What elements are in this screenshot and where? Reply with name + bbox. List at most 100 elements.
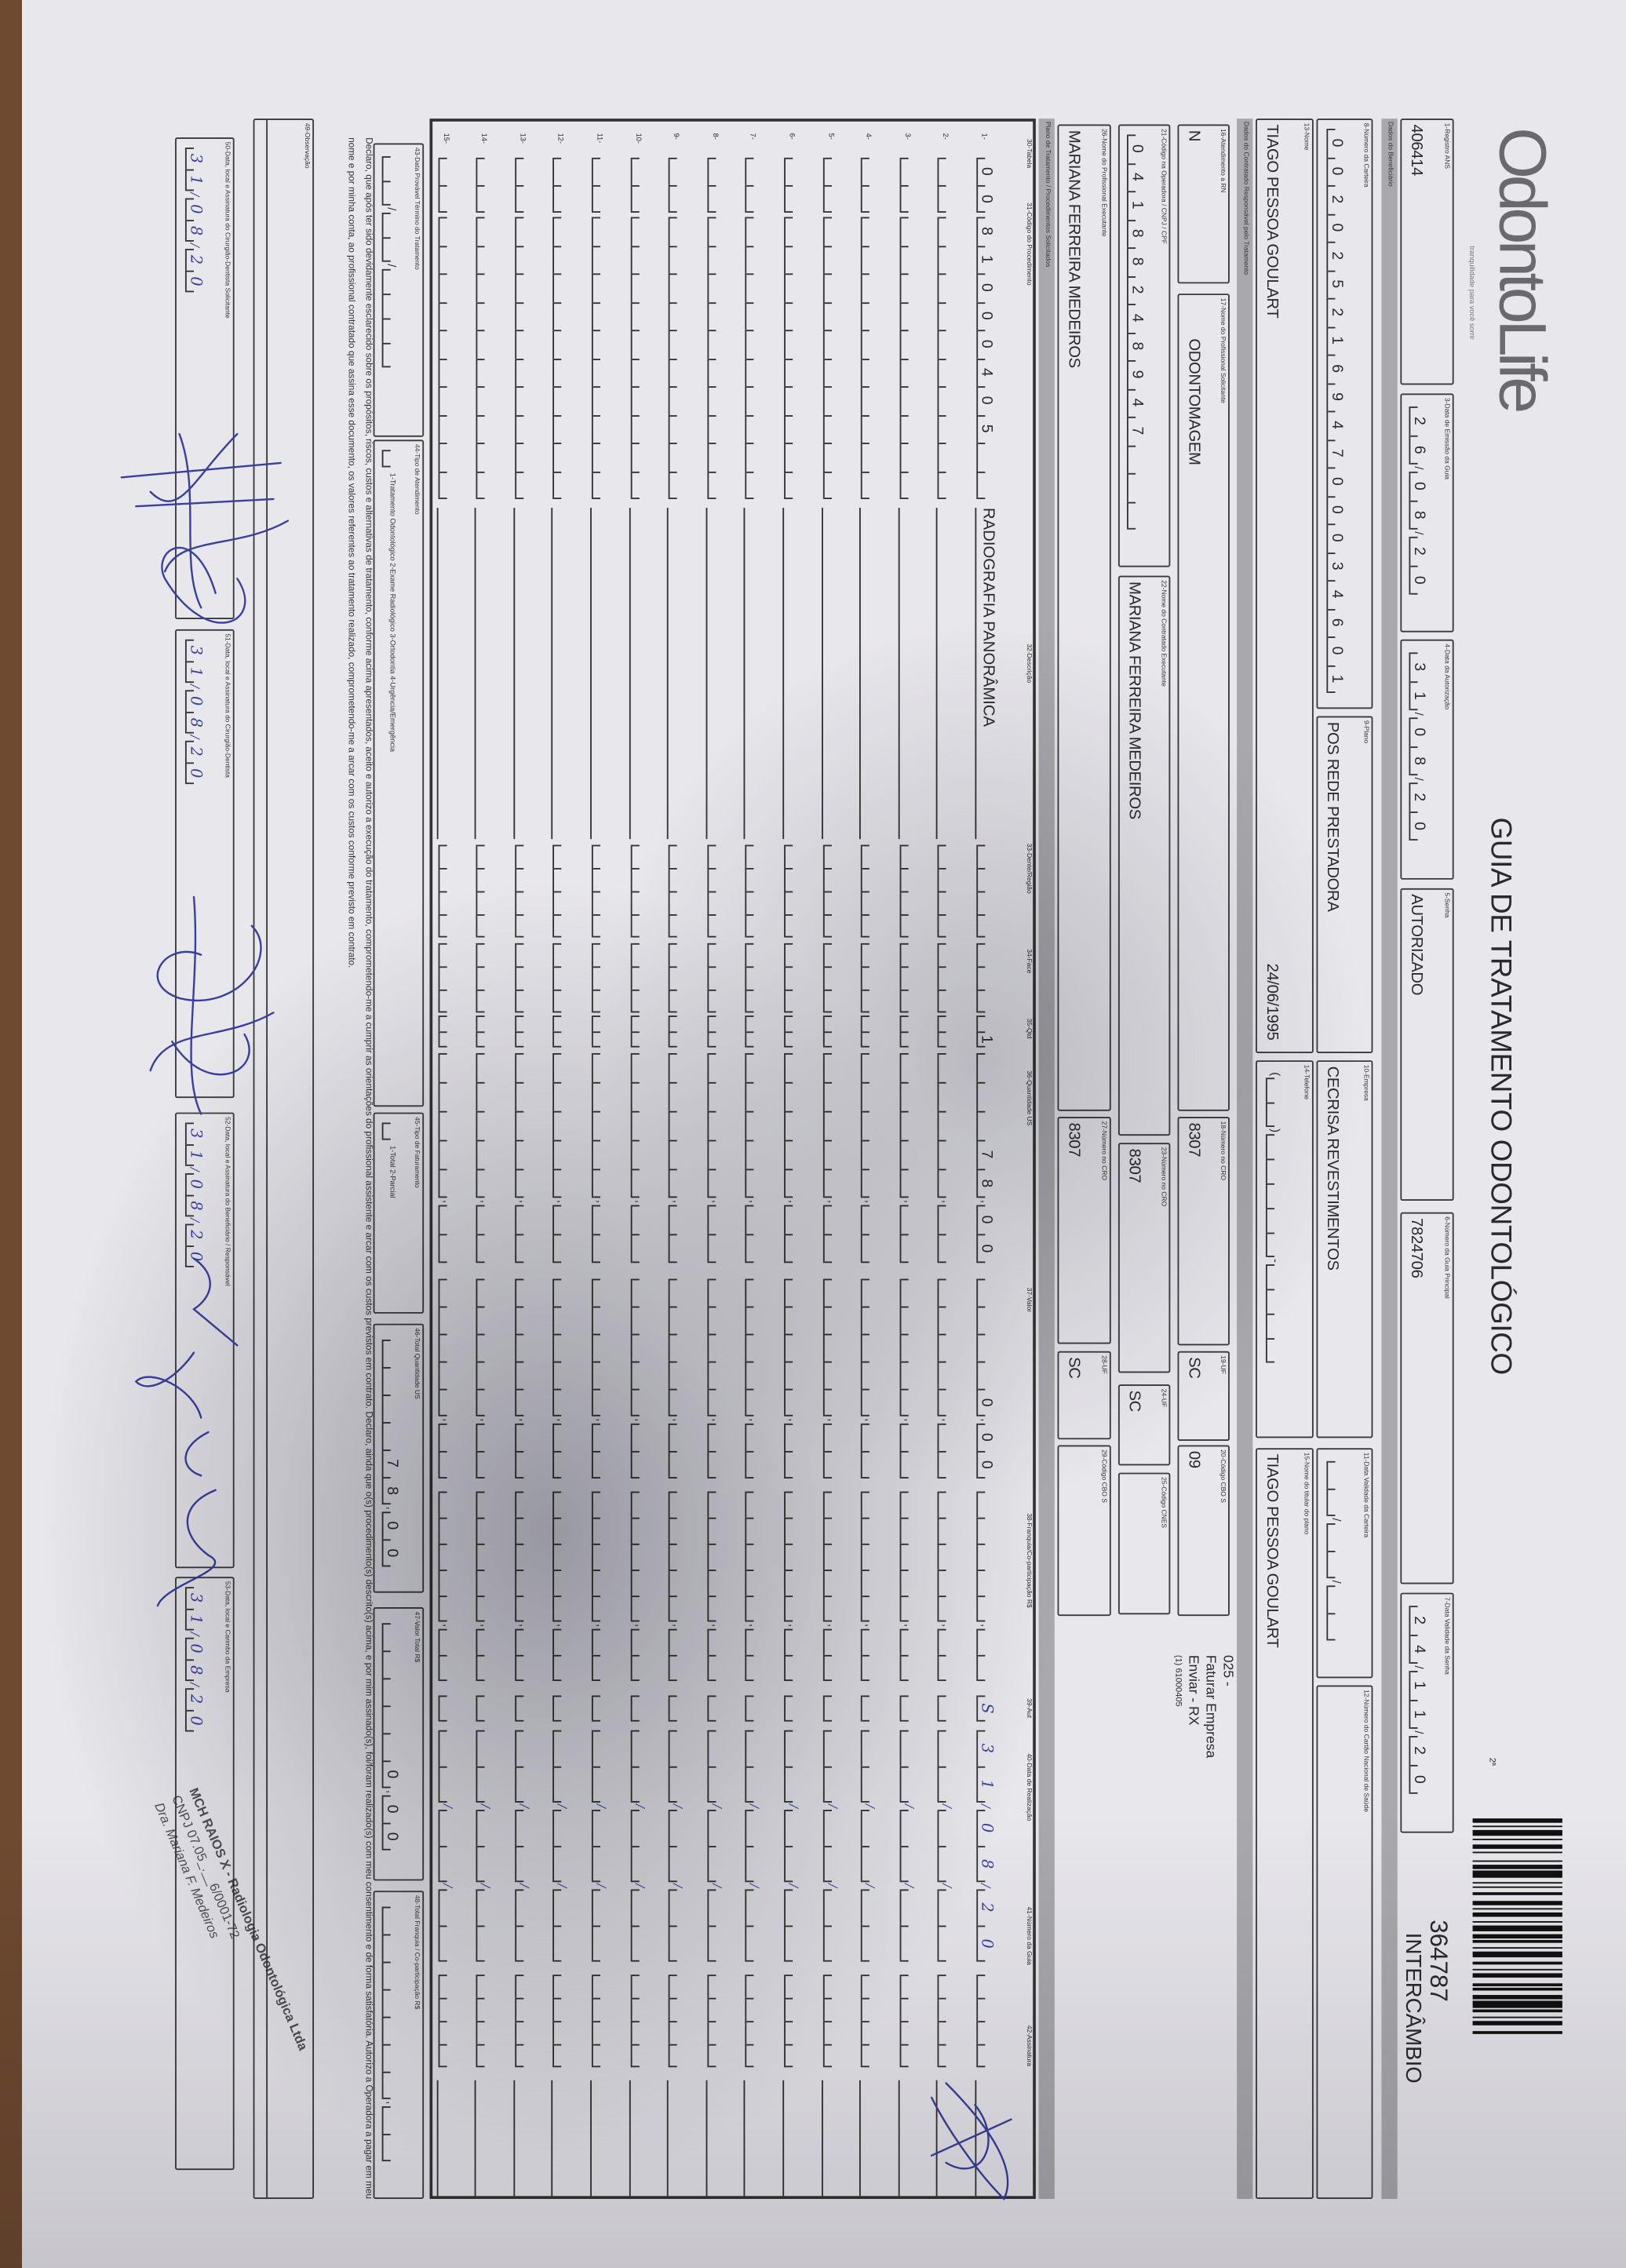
field-cro-contratado[interactable]: 23-Número no CRO 8307 bbox=[1117, 1143, 1171, 1373]
cell-assinatura[interactable] bbox=[629, 2080, 651, 2197]
cell-face[interactable] bbox=[630, 943, 649, 1013]
procedure-row[interactable]: 3-,,, / / bbox=[898, 0, 921, 2268]
procedure-row[interactable]: 4-,,, / / bbox=[859, 0, 882, 2268]
cell-data-realizacao[interactable]: / / bbox=[861, 1730, 880, 1962]
cell-tabela[interactable] bbox=[746, 157, 765, 213]
cell-valor[interactable]: , bbox=[861, 1278, 880, 1479]
cell-valor[interactable]: , bbox=[437, 1278, 457, 1479]
signature-box-dentist[interactable]: 51-Data, local e Assinatura do Cirurgião… bbox=[175, 629, 235, 1099]
cell-aut[interactable] bbox=[707, 1695, 727, 1722]
cell-data-realizacao[interactable]: 3 1/0 8/2 0 bbox=[976, 1730, 996, 1962]
cell-aut[interactable] bbox=[630, 1695, 649, 1722]
field-data-autorizacao[interactable]: 4-Data da Autorização 3 1/0 8/2 0 bbox=[1400, 639, 1454, 880]
field-cns[interactable]: 12-Número do Cartão Nacional de Saúde bbox=[1316, 1685, 1373, 2199]
field-registro-ans[interactable]: 1-Registro ANS 406414 bbox=[1400, 119, 1454, 385]
cell-numero-guia[interactable] bbox=[938, 1974, 957, 2068]
cell-data-realizacao[interactable]: / / bbox=[552, 1730, 572, 1962]
cell-assinatura[interactable] bbox=[936, 2080, 959, 2197]
cell-dente[interactable] bbox=[746, 844, 765, 938]
cell-assinatura[interactable] bbox=[667, 2080, 689, 2197]
cell-assinatura[interactable] bbox=[552, 2080, 574, 2197]
cell-numero-guia[interactable] bbox=[669, 1974, 687, 2068]
procedure-row[interactable]: 2-,,, / / bbox=[936, 0, 959, 2268]
cell-franquia[interactable]: , bbox=[630, 1491, 649, 1682]
cell-dente[interactable] bbox=[552, 844, 572, 938]
cell-codigo[interactable] bbox=[437, 217, 457, 499]
cell-dente[interactable] bbox=[784, 844, 804, 938]
cell-aut[interactable] bbox=[746, 1695, 765, 1722]
cell-data-realizacao[interactable]: / / bbox=[822, 1730, 842, 1962]
cell-qtd[interactable] bbox=[514, 1015, 534, 1048]
field-cbo-executante[interactable]: 29-Código CBO S bbox=[1057, 1445, 1111, 1617]
cell-valor[interactable]: , bbox=[669, 1278, 687, 1479]
cell-quantidade-us[interactable]: , bbox=[437, 1052, 457, 1263]
cell-quantidade-us[interactable]: , bbox=[899, 1052, 919, 1263]
cell-qtd[interactable] bbox=[707, 1015, 727, 1048]
cell-aut[interactable] bbox=[514, 1695, 534, 1722]
cell-qtd[interactable] bbox=[861, 1015, 880, 1048]
cell-dente[interactable] bbox=[630, 844, 649, 938]
cell-tabela[interactable] bbox=[476, 157, 495, 213]
cell-codigo[interactable] bbox=[476, 217, 495, 499]
cell-quantidade-us[interactable]: , bbox=[669, 1052, 687, 1263]
cell-face[interactable] bbox=[476, 943, 495, 1013]
cell-dente[interactable] bbox=[822, 844, 842, 938]
cell-franquia[interactable]: , bbox=[591, 1491, 611, 1682]
cell-assinatura[interactable] bbox=[975, 2080, 997, 2197]
cell-aut[interactable] bbox=[938, 1695, 957, 1722]
cell-dente[interactable] bbox=[976, 844, 996, 938]
procedure-row[interactable]: 9-,,, / / bbox=[667, 0, 690, 2268]
cell-data-realizacao[interactable]: / / bbox=[514, 1730, 534, 1962]
cell-dente[interactable] bbox=[476, 844, 495, 938]
cell-dente[interactable] bbox=[899, 844, 919, 938]
cell-quantidade-us[interactable]: , bbox=[822, 1052, 842, 1263]
cell-data-realizacao[interactable]: / / bbox=[938, 1730, 957, 1962]
cell-quantidade-us[interactable]: , bbox=[476, 1052, 495, 1263]
field-validade-carteira[interactable]: 11-Data Validade da Carteira / / bbox=[1316, 1448, 1373, 1679]
cell-data-realizacao[interactable]: / / bbox=[784, 1730, 804, 1962]
cell-aut[interactable] bbox=[437, 1695, 457, 1722]
cell-numero-guia[interactable] bbox=[976, 1974, 996, 2068]
field-nome[interactable]: 13-Nome TIAGO PESSOA GOULART 24/06/1995 bbox=[1256, 119, 1314, 1053]
cell-codigo[interactable] bbox=[822, 217, 842, 499]
cell-data-realizacao[interactable]: / / bbox=[476, 1730, 495, 1962]
cell-descricao[interactable] bbox=[705, 508, 727, 840]
cell-assinatura[interactable] bbox=[475, 2080, 497, 2197]
cell-valor[interactable]: , bbox=[630, 1278, 649, 1479]
cell-numero-guia[interactable] bbox=[899, 1974, 919, 2068]
cell-tabela[interactable] bbox=[822, 157, 842, 213]
cell-data-realizacao[interactable]: / / bbox=[669, 1730, 687, 1962]
cell-quantidade-us[interactable]: , bbox=[707, 1052, 727, 1263]
cell-qtd[interactable] bbox=[437, 1015, 457, 1048]
cell-assinatura[interactable] bbox=[744, 2080, 766, 2197]
cell-valor[interactable]: , bbox=[822, 1278, 842, 1479]
cell-face[interactable] bbox=[437, 943, 457, 1013]
procedure-row[interactable]: 12-,,, / / bbox=[552, 0, 574, 2268]
cell-qtd[interactable] bbox=[552, 1015, 572, 1048]
cell-qtd[interactable] bbox=[899, 1015, 919, 1048]
field-cro-executante[interactable]: 27-Número no CRO 8307 bbox=[1057, 1117, 1111, 1344]
cell-dente[interactable] bbox=[437, 844, 457, 938]
cell-tabela[interactable] bbox=[784, 157, 804, 213]
cell-aut[interactable] bbox=[861, 1695, 880, 1722]
cell-franquia[interactable]: , bbox=[514, 1491, 534, 1682]
cell-tabela[interactable] bbox=[552, 157, 572, 213]
cell-numero-guia[interactable] bbox=[514, 1974, 534, 2068]
cell-qtd[interactable]: 1 bbox=[976, 1015, 996, 1048]
procedure-row[interactable]: 10-,,, / / bbox=[629, 0, 651, 2268]
cell-codigo[interactable] bbox=[899, 217, 919, 499]
cell-valor[interactable]: , bbox=[899, 1278, 919, 1479]
cell-assinatura[interactable] bbox=[859, 2080, 882, 2197]
cell-numero-guia[interactable] bbox=[822, 1974, 842, 2068]
field-plano[interactable]: 9-Plano POS REDE PRESTADORA bbox=[1316, 716, 1373, 1053]
cell-franquia[interactable]: , bbox=[861, 1491, 880, 1682]
cell-data-realizacao[interactable]: / / bbox=[746, 1730, 765, 1962]
field-uf-solicitante[interactable]: 19-UF SC bbox=[1177, 1351, 1230, 1442]
cell-qtd[interactable] bbox=[476, 1015, 495, 1048]
cell-numero-guia[interactable] bbox=[437, 1974, 457, 2068]
cell-face[interactable] bbox=[514, 943, 534, 1013]
